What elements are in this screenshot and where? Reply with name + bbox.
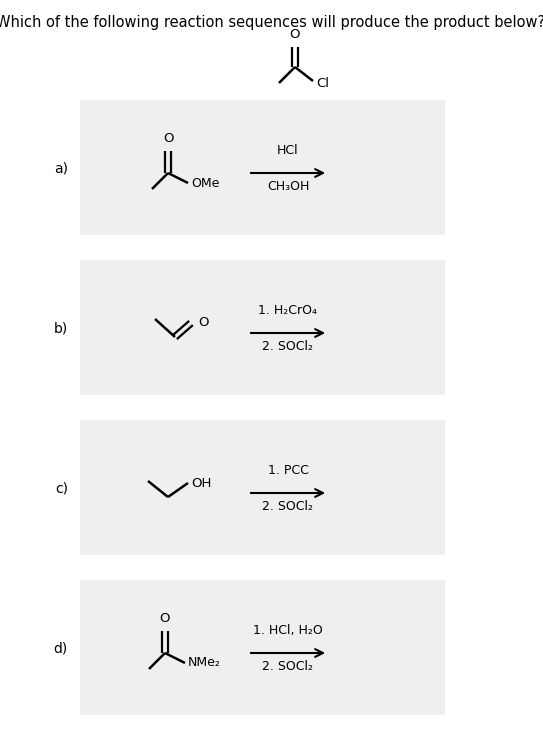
Bar <box>80 260 445 395</box>
Text: Which of the following reaction sequences will produce the product below?: Which of the following reaction sequence… <box>0 15 543 30</box>
Text: O: O <box>198 316 209 328</box>
Text: Cl: Cl <box>316 77 329 90</box>
Text: b): b) <box>54 321 68 335</box>
Text: 2. SOCl₂: 2. SOCl₂ <box>262 500 313 513</box>
Text: c): c) <box>55 481 68 495</box>
Text: 2. SOCl₂: 2. SOCl₂ <box>262 660 313 673</box>
Text: CH₃OH: CH₃OH <box>267 180 309 193</box>
Text: d): d) <box>54 641 68 655</box>
Bar <box>80 100 445 235</box>
Text: O: O <box>163 132 173 145</box>
Text: NMe₂: NMe₂ <box>188 657 221 669</box>
Bar <box>80 580 445 715</box>
Text: 2. SOCl₂: 2. SOCl₂ <box>262 340 313 353</box>
Text: 1. H₂CrO₄: 1. H₂CrO₄ <box>258 304 318 317</box>
Bar <box>80 420 445 555</box>
Text: OMe: OMe <box>191 176 219 190</box>
Text: 1. HCl, H₂O: 1. HCl, H₂O <box>253 624 323 637</box>
Text: O: O <box>290 28 300 41</box>
Text: 1. PCC: 1. PCC <box>268 464 308 477</box>
Text: OH: OH <box>191 477 211 489</box>
Text: a): a) <box>54 161 68 175</box>
Text: O: O <box>160 612 171 625</box>
Text: HCl: HCl <box>277 144 299 157</box>
